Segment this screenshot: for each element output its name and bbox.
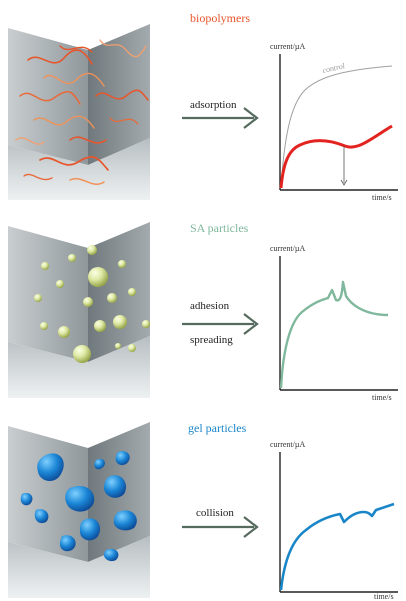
y-axis-label: current/µA xyxy=(270,244,305,253)
control-curve xyxy=(280,65,393,189)
sa-current-curve xyxy=(279,280,389,389)
box-sa-particles xyxy=(8,222,150,398)
gel-current-curve xyxy=(279,502,395,591)
box-biopolymers xyxy=(8,24,150,200)
panel-title-sa-particles: SA particles xyxy=(190,221,249,235)
process-arrow xyxy=(182,516,259,538)
x-axis-label: time/s xyxy=(372,393,392,402)
sa-spheres xyxy=(34,245,150,363)
panel-sa-particles: SA particles adhesion spreading current/… xyxy=(8,221,398,402)
panel-title-gel-particles: gel particles xyxy=(188,421,247,435)
graph-sa-particles: current/µA time/s xyxy=(270,244,398,402)
graph-gel-particles: current/µA time/s xyxy=(270,440,398,601)
panel-biopolymers: biopolymers adsorption current/µA time/s… xyxy=(8,11,398,202)
x-axis-label: time/s xyxy=(372,193,392,202)
process-label-adsorption: adsorption xyxy=(190,99,237,111)
x-axis-label: time/s xyxy=(374,592,394,601)
panel-title-biopolymers: biopolymers xyxy=(190,11,250,25)
y-axis-label: current/µA xyxy=(270,42,305,51)
process-label-spreading: spreading xyxy=(190,334,233,346)
gel-blobs xyxy=(20,451,137,562)
y-axis-label: current/µA xyxy=(270,440,305,449)
biopolymer-strands xyxy=(15,39,149,185)
process-arrow xyxy=(182,313,259,335)
graph-biopolymers: current/µA time/s control xyxy=(270,42,398,202)
process-label-collision: collision xyxy=(196,507,234,519)
process-arrow xyxy=(182,107,259,129)
process-label-adhesion: adhesion xyxy=(190,300,230,312)
panel-gel-particles: gel particles collision current/µA time/… xyxy=(8,421,398,601)
biopolymer-current-curve xyxy=(279,124,393,189)
